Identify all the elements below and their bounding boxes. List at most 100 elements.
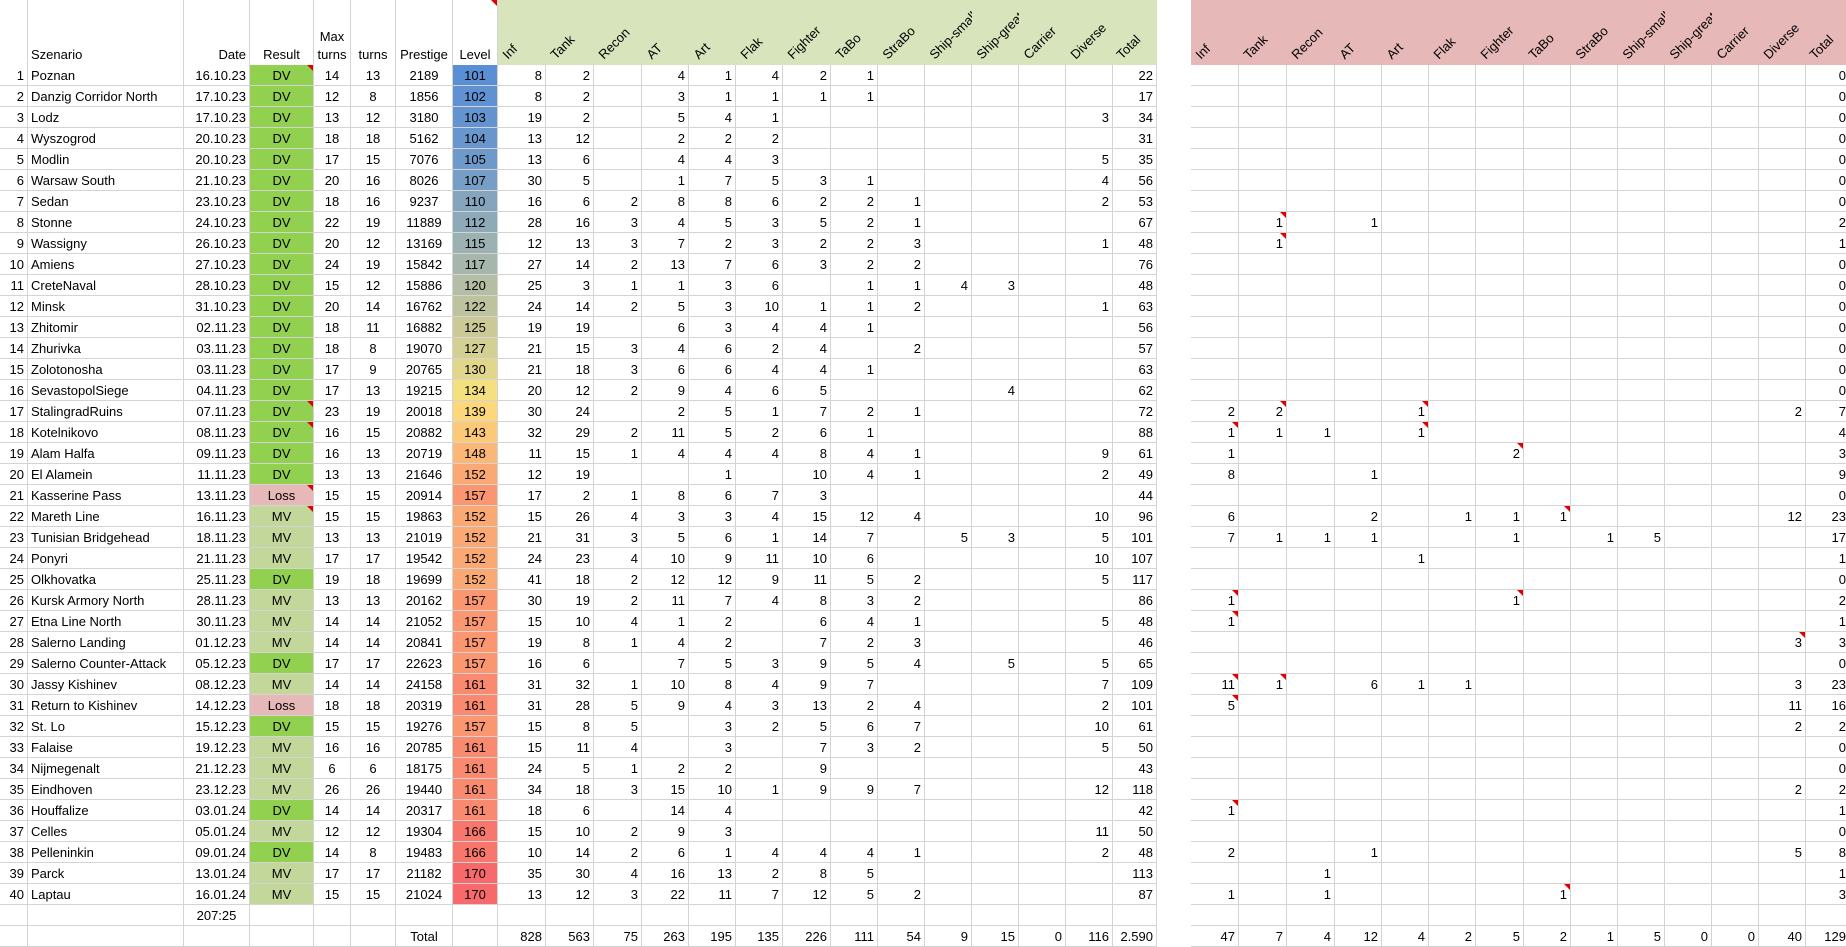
cell-level[interactable]: 120 xyxy=(453,275,498,296)
cell-inflicted[interactable]: 6 xyxy=(736,380,783,401)
cell-inflicted[interactable]: 17 xyxy=(1113,86,1157,107)
cell-inflicted[interactable]: 3 xyxy=(736,233,783,254)
cell-own-loss[interactable] xyxy=(1524,338,1571,359)
cell-date[interactable]: 04.11.23 xyxy=(184,380,250,401)
cell-inflicted[interactable]: 10 xyxy=(498,842,546,863)
cell-own-loss[interactable] xyxy=(1665,338,1712,359)
cell-result[interactable]: MV xyxy=(250,590,314,611)
cell-n[interactable]: 14 xyxy=(0,338,28,359)
cell-own-loss[interactable] xyxy=(1712,653,1759,674)
cell-inflicted[interactable]: 9 xyxy=(642,380,689,401)
cell-inflicted[interactable]: 11 xyxy=(642,422,689,443)
cell-inflicted[interactable]: 3 xyxy=(594,359,642,380)
cell-inflicted[interactable]: 8 xyxy=(642,485,689,506)
cell-own-loss[interactable] xyxy=(1571,758,1618,779)
cell-own-loss[interactable] xyxy=(1571,842,1618,863)
cell-inflicted[interactable]: 4 xyxy=(594,737,642,758)
cell-own-loss[interactable] xyxy=(1191,191,1239,212)
cell-inflicted[interactable]: 7 xyxy=(1066,674,1113,695)
cell-inflicted[interactable]: 12 xyxy=(546,380,594,401)
cell-own-loss[interactable]: 2 xyxy=(1806,590,1846,611)
cell-result[interactable]: DV xyxy=(250,149,314,170)
cell-max[interactable]: 14 xyxy=(314,65,351,86)
cell-inflicted[interactable]: 4 xyxy=(594,506,642,527)
cell-own-loss[interactable] xyxy=(1571,149,1618,170)
cell-inflicted[interactable]: 1 xyxy=(689,65,736,86)
cell-own-loss[interactable] xyxy=(1429,422,1476,443)
cell-inflicted[interactable]: 2 xyxy=(594,590,642,611)
cell-inflicted[interactable]: 27 xyxy=(498,254,546,275)
cell-own-loss[interactable] xyxy=(1571,107,1618,128)
cell-own-loss[interactable] xyxy=(1429,233,1476,254)
cell-own-loss[interactable] xyxy=(1239,65,1287,86)
cell-inflicted[interactable]: 2 xyxy=(783,233,831,254)
cell-inflicted[interactable]: 5 xyxy=(594,716,642,737)
cell-own-loss[interactable] xyxy=(1239,695,1287,716)
cell-own-loss[interactable]: 2 xyxy=(1335,506,1382,527)
cell-level[interactable]: 161 xyxy=(453,737,498,758)
cell-n[interactable]: 29 xyxy=(0,653,28,674)
cell-own-loss[interactable] xyxy=(1665,485,1712,506)
cell-inflicted[interactable]: 3 xyxy=(736,695,783,716)
cell-inflicted[interactable]: 2 xyxy=(878,737,925,758)
cell-inflicted[interactable] xyxy=(925,863,972,884)
cell-max[interactable]: 20 xyxy=(314,233,351,254)
cell-inflicted[interactable]: 2 xyxy=(689,611,736,632)
cell-own-loss[interactable] xyxy=(1712,611,1759,632)
cell-prestige[interactable]: 24158 xyxy=(396,674,453,695)
cell-inflicted[interactable]: 2 xyxy=(736,716,783,737)
cell-own-loss[interactable] xyxy=(1191,359,1239,380)
cell-inflicted[interactable] xyxy=(1019,716,1066,737)
cell-empty[interactable] xyxy=(1712,905,1759,926)
cell-empty[interactable] xyxy=(1665,905,1712,926)
cell-inflicted[interactable]: 11 xyxy=(689,884,736,905)
cell-own-loss[interactable] xyxy=(1759,758,1806,779)
cell-max[interactable]: 17 xyxy=(314,863,351,884)
cell-own-loss[interactable] xyxy=(1287,653,1335,674)
cell-turns[interactable]: 18 xyxy=(351,695,396,716)
cell-inflicted[interactable]: 5 xyxy=(783,380,831,401)
cell-own-loss[interactable] xyxy=(1239,359,1287,380)
cell-date[interactable]: 21.10.23 xyxy=(184,170,250,191)
cell-inflicted[interactable]: 8 xyxy=(689,191,736,212)
cell-inflicted[interactable]: 2 xyxy=(878,590,925,611)
cell-inflicted[interactable]: 26 xyxy=(546,506,594,527)
cell-empty[interactable] xyxy=(1287,905,1335,926)
cell-own-loss[interactable] xyxy=(1759,863,1806,884)
cell-n[interactable]: 33 xyxy=(0,737,28,758)
cell-turns[interactable]: 19 xyxy=(351,212,396,233)
cell-own-loss[interactable] xyxy=(1524,737,1571,758)
cell-own-loss[interactable] xyxy=(1335,317,1382,338)
cell-max[interactable]: 18 xyxy=(314,128,351,149)
cell-inflicted[interactable]: 63 xyxy=(1113,296,1157,317)
cell-inflicted[interactable] xyxy=(878,863,925,884)
cell-inflicted[interactable] xyxy=(783,821,831,842)
cell-inflicted[interactable] xyxy=(1019,779,1066,800)
cell-name[interactable]: Sedan xyxy=(28,191,184,212)
cell-own-loss[interactable]: 7 xyxy=(1191,527,1239,548)
cell-inflicted[interactable]: 15 xyxy=(642,779,689,800)
cell-n[interactable]: 27 xyxy=(0,611,28,632)
cell-own-loss[interactable] xyxy=(1476,296,1524,317)
cell-turns[interactable]: 18 xyxy=(351,569,396,590)
cell-inflicted[interactable]: 5 xyxy=(689,401,736,422)
cell-own-loss[interactable] xyxy=(1759,317,1806,338)
cell-own-loss[interactable] xyxy=(1665,590,1712,611)
cell-empty[interactable] xyxy=(0,905,28,926)
cell-empty[interactable] xyxy=(831,905,878,926)
cell-inflicted[interactable]: 9 xyxy=(783,779,831,800)
cell-inflicted[interactable]: 2 xyxy=(594,380,642,401)
cell-own-loss[interactable] xyxy=(1382,233,1429,254)
cell-own-loss[interactable] xyxy=(1335,485,1382,506)
cell-own-loss[interactable] xyxy=(1429,212,1476,233)
cell-own-loss[interactable] xyxy=(1618,128,1665,149)
cell-max[interactable]: 14 xyxy=(314,674,351,695)
cell-own-loss[interactable] xyxy=(1191,149,1239,170)
cell-empty[interactable] xyxy=(1429,905,1476,926)
cell-inflicted[interactable] xyxy=(925,317,972,338)
cell-name[interactable]: Olkhovatka xyxy=(28,569,184,590)
cell-turns[interactable]: 13 xyxy=(351,380,396,401)
cell-inflicted[interactable]: 117 xyxy=(1113,569,1157,590)
cell-own-loss[interactable] xyxy=(1335,422,1382,443)
cell-inflicted[interactable]: 4 xyxy=(878,695,925,716)
